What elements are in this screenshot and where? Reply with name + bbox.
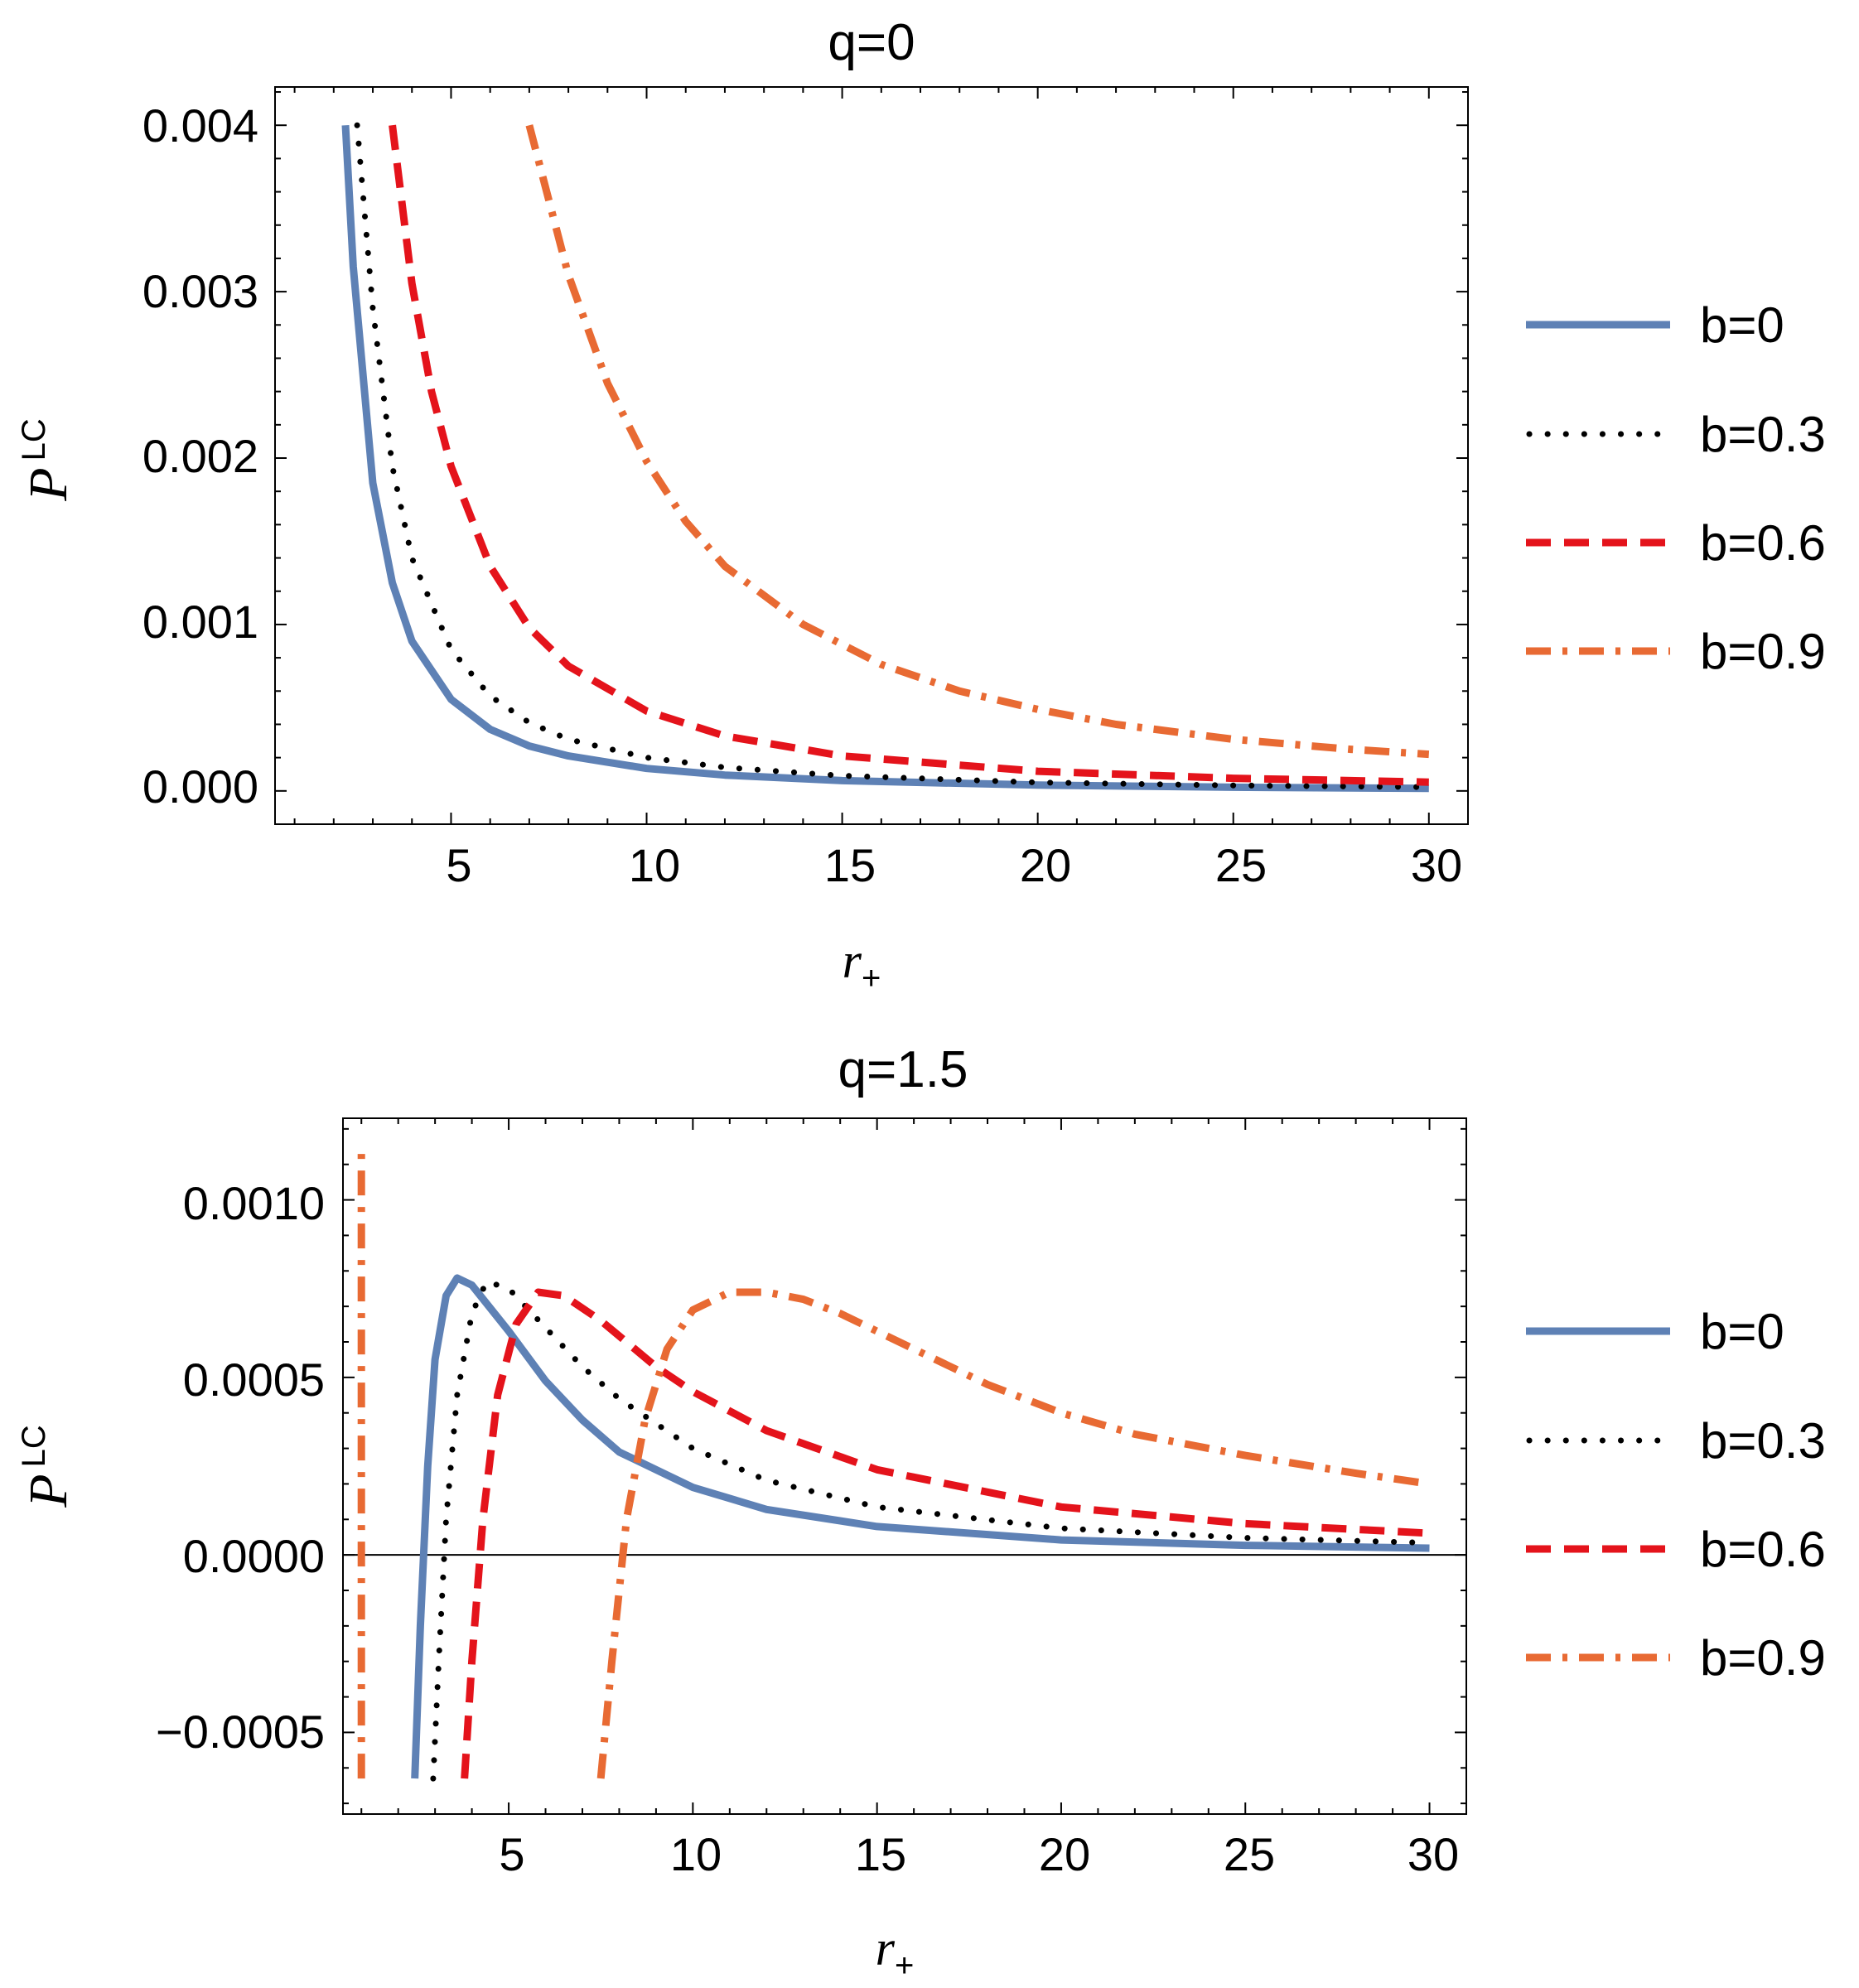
legend-label: b=0 xyxy=(1700,297,1784,353)
plot-area xyxy=(343,1146,1466,1782)
series-line-b-0-9 xyxy=(596,1288,1431,1779)
x-axis-label-main: r xyxy=(876,1921,896,1976)
x-axis-label: r+ xyxy=(876,1921,915,1984)
legend: b=0 b=0.3 b=0.6 b=0.9 xyxy=(1526,1304,1826,1686)
series-line-b-0-3 xyxy=(430,1278,1432,1782)
x-tick-label: 20 xyxy=(1020,839,1071,891)
chart-panel-2: q=1.5 0.0010 0.0005 0.0000 −0.0005 5 10 … xyxy=(16,1041,1826,1984)
y-tick-label: 0.003 xyxy=(142,265,258,317)
x-axis-label-sub: + xyxy=(862,960,881,996)
y-tick-label: 0.001 xyxy=(142,596,258,648)
plot-frame xyxy=(342,1117,1467,1815)
y-axis-label-main: P xyxy=(18,1474,79,1508)
x-tick-label: 5 xyxy=(446,839,471,891)
legend-label: b=0.3 xyxy=(1700,1413,1826,1469)
y-axis-label-sup: LC xyxy=(16,418,52,461)
y-tick-label: 0.002 xyxy=(142,430,258,482)
legend-label: b=0.3 xyxy=(1700,407,1826,462)
legend-label: b=0.9 xyxy=(1700,1630,1826,1686)
chart-title: q=1.5 xyxy=(838,1041,968,1098)
y-axis-label: P LC xyxy=(16,1425,79,1508)
x-tick-label: 5 xyxy=(499,1828,524,1880)
x-tick-label: 15 xyxy=(824,839,876,891)
x-tick-label: 25 xyxy=(1215,839,1267,891)
series-line-b-0 xyxy=(341,124,1429,793)
tick-marks xyxy=(275,87,1469,825)
x-axis-label: r+ xyxy=(843,934,881,996)
plot-area xyxy=(341,122,1432,793)
legend-label: b=0.9 xyxy=(1700,624,1826,679)
y-axis-label-sup: LC xyxy=(16,1425,52,1467)
series-line-b-0-9 xyxy=(525,124,1430,759)
y-tick-label: 0.0010 xyxy=(183,1177,325,1229)
plot-frame xyxy=(274,86,1469,825)
x-tick-label: 30 xyxy=(1411,839,1462,891)
chart-panel-1: q=0 0.004 0.003 0.002 0.001 0.000 5 10 1… xyxy=(16,14,1826,996)
x-tick-label: 15 xyxy=(855,1828,906,1880)
x-axis-label-main: r xyxy=(843,934,862,988)
legend-label: b=0 xyxy=(1700,1304,1784,1359)
series-line-b-0-3 xyxy=(354,122,1432,790)
series-line-b-0-6 xyxy=(461,1288,1430,1779)
y-tick-label: 0.004 xyxy=(142,99,258,152)
x-tick-label: 10 xyxy=(629,839,680,891)
x-tick-label: 30 xyxy=(1408,1828,1459,1880)
x-axis-label-sub: + xyxy=(895,1947,914,1984)
series-line-b-0 xyxy=(411,1274,1430,1779)
chart-title: q=0 xyxy=(828,14,915,71)
legend-label: b=0.6 xyxy=(1700,515,1826,571)
legend-label: b=0.6 xyxy=(1700,1522,1826,1577)
legend: b=0 b=0.3 b=0.6 b=0.9 xyxy=(1526,297,1826,679)
y-axis-label: P LC xyxy=(16,418,79,501)
y-tick-label: 0.0005 xyxy=(183,1353,325,1406)
y-tick-label: 0.000 xyxy=(142,760,258,813)
x-tick-label: 20 xyxy=(1039,1828,1090,1880)
tick-marks xyxy=(343,1118,1467,1814)
y-tick-label: −0.0005 xyxy=(156,1706,325,1758)
y-axis-label-main: P xyxy=(18,467,79,501)
series-line-b-0-6 xyxy=(389,124,1429,786)
x-tick-label: 25 xyxy=(1224,1828,1275,1880)
y-tick-label: 0.0000 xyxy=(183,1530,325,1582)
x-tick-label: 10 xyxy=(670,1828,722,1880)
